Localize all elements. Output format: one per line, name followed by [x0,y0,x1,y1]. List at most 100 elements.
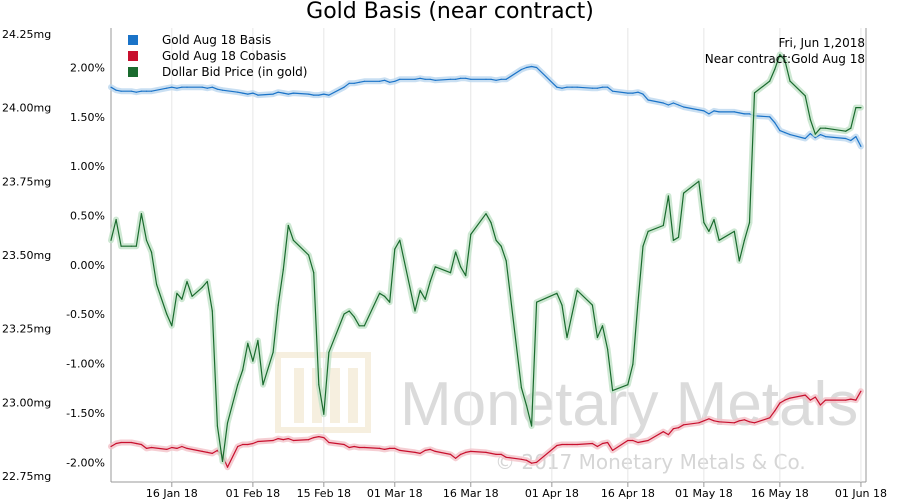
data-point [683,424,685,426]
y-left-tick-label: 1.00% [70,160,105,173]
data-point [632,363,634,365]
data-point [571,443,573,446]
data-point [531,462,533,464]
data-point [145,90,148,92]
data-point [353,82,355,84]
data-point [460,77,462,79]
data-point [703,110,705,112]
data-point [607,348,609,350]
data-point [556,444,558,447]
data-point [186,280,188,283]
y-left-tick-label: 0.00% [70,259,105,272]
data-point [642,440,644,443]
data-point [753,92,756,94]
data-point [176,87,178,89]
data-point [455,78,457,80]
data-point [449,453,452,455]
data-point [313,272,315,274]
data-point [855,107,857,109]
y-left-tick-label: -1.00% [66,358,105,371]
data-point [455,457,457,459]
data-point [596,87,599,89]
x-tick-label: 16 Apr 18 [601,487,655,500]
data-point [211,310,213,312]
data-point [860,107,862,109]
y-left-tick-label: -0.50% [66,308,105,321]
data-point [647,439,649,442]
data-point [394,248,396,250]
x-gridlines [171,28,862,482]
data-point [323,413,325,415]
data-point [221,89,224,91]
data-point [703,222,705,224]
data-point [525,404,528,406]
data-point [186,86,188,88]
data-point [571,313,573,315]
y-right-tick-label: 23.00mg [2,396,51,409]
data-point [110,86,112,88]
data-point [171,325,173,327]
data-point [642,93,644,95]
y-left-tick-label: 0.50% [70,210,105,223]
data-point [216,88,218,90]
data-point [343,86,345,88]
data-point [363,80,365,82]
data-point [485,213,487,215]
data-point [399,78,401,80]
data-point [708,230,710,232]
data-point [176,447,178,449]
legend-label: Gold Aug 18 Cobasis [162,49,286,63]
data-point [738,420,740,422]
data-point [789,397,791,399]
data-point [313,94,315,96]
data-point [186,447,188,449]
legend: Gold Aug 18 Basis Gold Aug 18 Cobasis Doll… [128,33,307,79]
data-point [733,230,735,232]
data-point [698,422,700,424]
data-point [292,439,294,442]
data-point [343,313,345,315]
data-point [520,387,523,389]
data-point [358,446,360,449]
data-point [520,458,523,460]
data-point [525,459,528,461]
data-point [424,298,426,300]
data-point [591,87,594,89]
data-point [845,399,847,401]
data-point [145,447,148,449]
data-point [470,233,472,235]
data-point [353,316,355,318]
data-point [525,66,528,69]
data-point [465,275,467,277]
data-point [237,91,239,93]
series-line [110,53,861,462]
data-point [429,448,431,450]
data-point [363,446,365,449]
data-point [429,78,431,80]
data-point [135,442,137,445]
data-point [566,336,568,339]
data-point [703,420,705,422]
y-left-tick-label: -1.50% [66,407,105,420]
data-point [774,122,776,124]
data-point [576,443,578,446]
data-point [150,446,153,449]
data-point [252,442,254,445]
data-point [662,431,664,433]
data-point [743,239,746,241]
data-point [363,325,365,327]
data-point [282,269,284,271]
data-point [591,304,594,306]
data-point [135,91,137,93]
data-point [612,390,614,392]
data-point [576,86,578,88]
data-point [211,452,213,454]
data-point [166,313,168,315]
data-point [282,439,284,441]
data-point [495,453,497,455]
data-point [328,94,330,96]
data-point [389,447,391,449]
x-tick-label: 01 Feb 18 [226,487,280,500]
data-point [647,230,649,232]
y-right-tick-label: 22.75mg [2,470,51,483]
